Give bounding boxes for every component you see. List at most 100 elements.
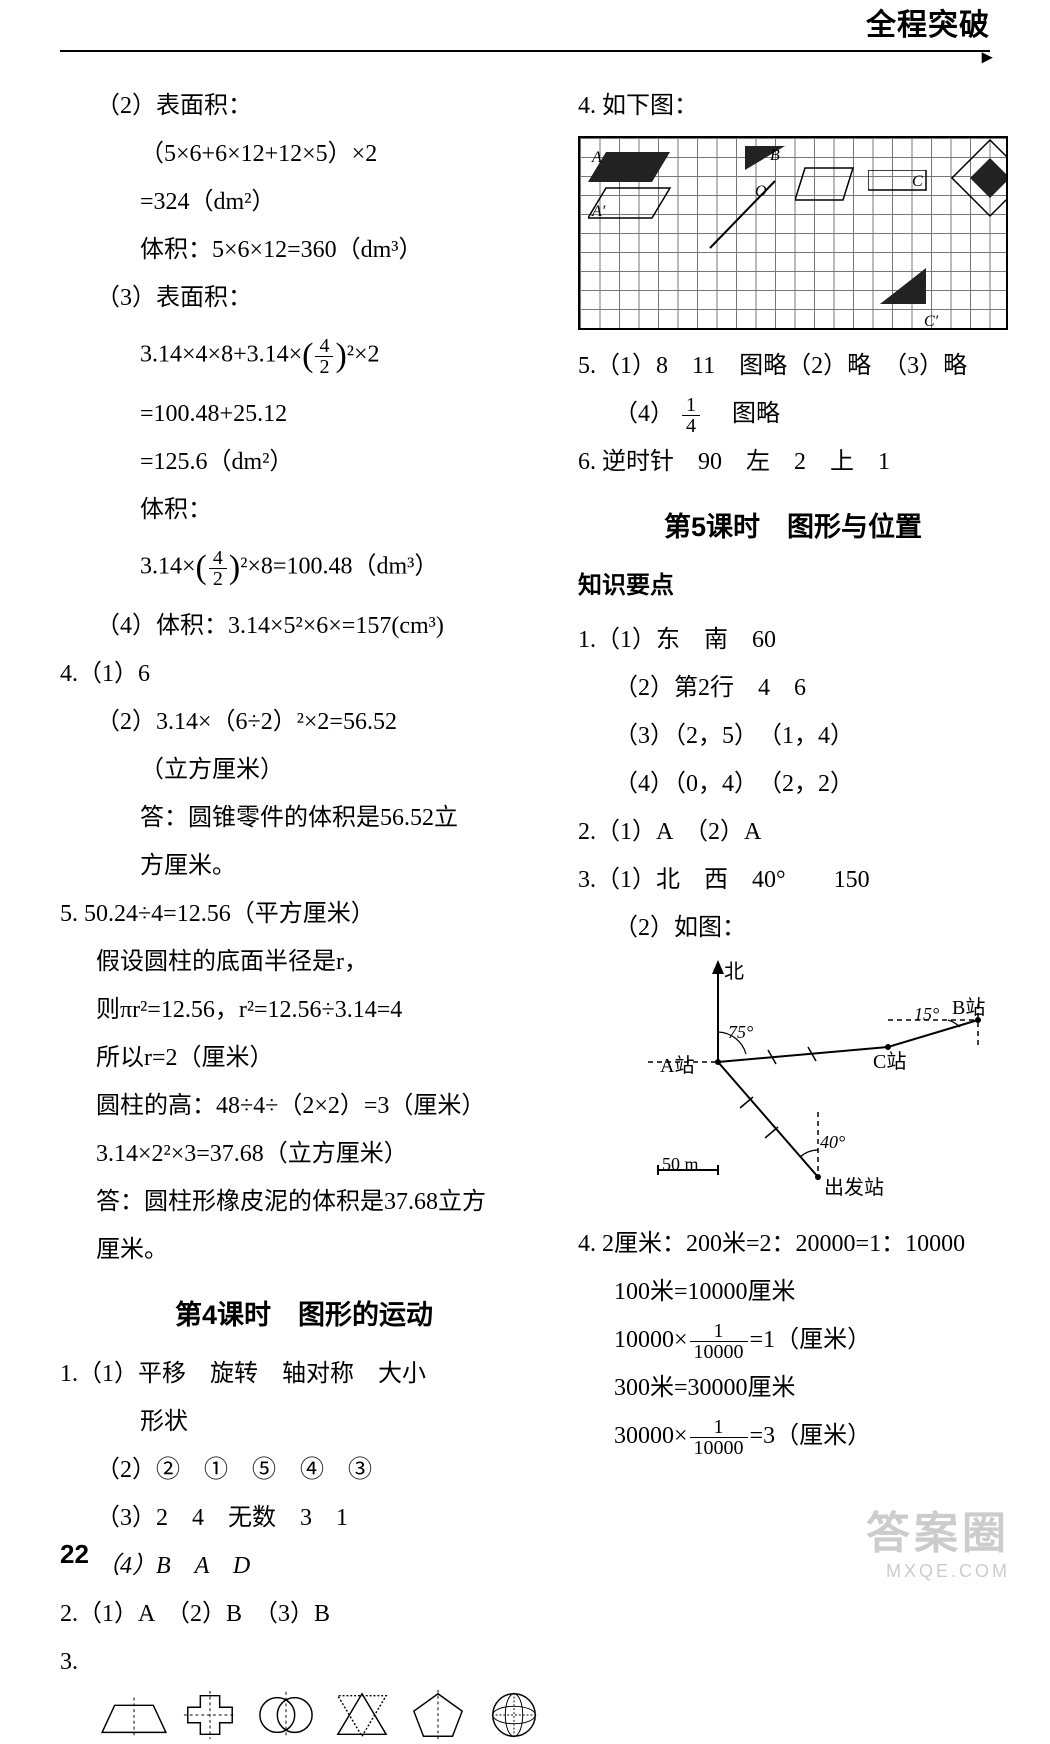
text: 体积：: [60, 486, 548, 534]
text: 3.14×2²×3=37.68（立方厘米）: [60, 1130, 548, 1178]
formula: 3.14×4×8+3.14×(42)²×2: [60, 322, 548, 390]
header-rule: ▸: [60, 50, 990, 52]
diagram-label: C站: [873, 1042, 906, 1082]
trapezoid-icon: [100, 1686, 168, 1744]
section-title: 第4课时 图形的运动: [60, 1288, 548, 1342]
flower-circle-icon: [480, 1686, 548, 1744]
text: （4）体积：3.14×5²×6×=157(cm³): [60, 602, 548, 650]
watermark-big: 答案圈: [866, 1497, 1010, 1561]
symmetry-shapes-row: [60, 1686, 548, 1744]
text: 4.（1）6: [60, 650, 548, 698]
grid-label: A: [592, 142, 602, 174]
diagram-label: 15°: [914, 996, 939, 1032]
text: （4）: [614, 401, 674, 427]
frac-num: 4: [315, 336, 333, 357]
text: 假设圆柱的底面半径是r，: [60, 938, 548, 986]
text: =3（厘米）: [750, 1423, 872, 1449]
left-column: （2）表面积： （5×6+6×12+12×5）×2 =324（dm²） 体积：5…: [60, 82, 548, 1744]
formula: （4） 14 图略: [578, 390, 1008, 438]
frac-num: 4: [209, 548, 227, 569]
text: 30000×: [614, 1423, 688, 1449]
grid-figure: A A′ B O C C′: [578, 136, 1008, 330]
text: （4）（0，4） （2，2）: [578, 760, 1008, 808]
text: 3.（1）北 西 40° 150: [578, 856, 1008, 904]
text: 2.（1）A （2）B （3）B: [60, 1590, 548, 1638]
section-title: 第5课时 图形与位置: [578, 500, 1008, 554]
text: 体积：5×6×12=360（dm³）: [60, 226, 548, 274]
text: =100.48+25.12: [60, 390, 548, 438]
text: ²×8=100.48（dm³）: [240, 554, 438, 580]
pentagon-icon: [404, 1686, 472, 1744]
right-column: 4. 如下图： A A′ B O C: [578, 82, 1008, 1744]
text: 3.: [60, 1638, 548, 1686]
frac-den: 2: [209, 569, 227, 589]
cross-icon: [176, 1686, 244, 1744]
sub-title: 知识要点: [578, 562, 1008, 610]
text: （2）表面积：: [60, 82, 548, 130]
text: 图略: [708, 401, 780, 427]
shape-diamond-d: [950, 138, 1008, 218]
frac-den: 4: [682, 416, 700, 436]
formula: 10000×110000=1（厘米）: [578, 1316, 1008, 1364]
shape-parallelogram-small: [795, 166, 860, 206]
header-arrow-icon: ▸: [982, 44, 992, 69]
frac-num: 1: [690, 1321, 748, 1342]
text: 10000×: [614, 1327, 688, 1353]
header-title: 全程突破: [866, 0, 990, 44]
text: 方厘米。: [60, 842, 548, 890]
text: （3）2 4 无数 3 1: [60, 1494, 548, 1542]
text: 4. 2厘米：200米=2：20000=1：10000: [578, 1220, 1008, 1268]
text: 6. 逆时针 90 左 2 上 1: [578, 438, 1008, 486]
formula: 3.14×(42)²×8=100.48（dm³）: [60, 534, 548, 602]
text: 所以r=2（厘米）: [60, 1034, 548, 1082]
text: （2）3.14×（6÷2）²×2=56.52: [60, 698, 548, 746]
text: 5. 50.24÷4=12.56（平方厘米）: [60, 890, 548, 938]
text: 1.（1）平移 旋转 轴对称 大小: [60, 1350, 548, 1398]
shape-line: [705, 176, 785, 256]
text: （3）（2，5） （1，4）: [578, 712, 1008, 760]
text: （立方厘米）: [60, 746, 548, 794]
watermark-small: MXQE.COM: [866, 1561, 1010, 1582]
text: 则πr²=12.56，r²=12.56÷3.14=4: [60, 986, 548, 1034]
frac-den: 10000: [690, 1438, 748, 1458]
grid-label: C′: [924, 306, 938, 330]
text: =1（厘米）: [750, 1327, 872, 1353]
text: 5.（1）8 11 图略（2）略 （3）略: [578, 342, 1008, 390]
text: 答：圆锥零件的体积是56.52立: [60, 794, 548, 842]
text: 3.14×: [140, 554, 196, 580]
watermark: 答案圈 MXQE.COM: [866, 1497, 1010, 1582]
text: 4. 如下图：: [578, 82, 1008, 130]
text: =125.6（dm²）: [60, 438, 548, 486]
text: 厘米。: [60, 1226, 548, 1274]
text: 1.（1）东 南 60: [578, 616, 1008, 664]
text: =324（dm²）: [60, 178, 548, 226]
frac-num: 1: [682, 395, 700, 416]
formula: 30000×110000=3（厘米）: [578, 1412, 1008, 1460]
page-number: 22: [60, 1539, 89, 1570]
shape-triangle-b: [745, 146, 790, 174]
text: （5×6+6×12+12×5）×2: [60, 130, 548, 178]
frac-den: 10000: [690, 1342, 748, 1362]
shape-triangle-c2: [880, 268, 930, 308]
diagram-label: 40°: [820, 1124, 845, 1160]
direction-diagram: 北 A站 B站 C站 出发站 75° 15° 40° 50 m: [628, 952, 1008, 1212]
diagram-label: 出发站: [824, 1168, 884, 1208]
frac-num: 1: [690, 1417, 748, 1438]
text: （3）表面积：: [60, 274, 548, 322]
text: （2）如图：: [578, 904, 1008, 952]
diagram-label: 50 m: [662, 1146, 699, 1182]
grid-label: B: [770, 140, 780, 172]
text: 形状: [60, 1398, 548, 1446]
diagram-label: 75°: [728, 1014, 753, 1050]
text: 答：圆柱形橡皮泥的体积是37.68立方: [60, 1178, 548, 1226]
grid-label: A′: [592, 196, 605, 228]
text: ²×2: [347, 342, 380, 368]
text: （2）② ① ⑤ ④ ③: [60, 1446, 548, 1494]
frac-den: 2: [315, 357, 333, 377]
two-circles-icon: [252, 1686, 320, 1744]
text: 300米=30000厘米: [578, 1364, 1008, 1412]
text: 2.（1）A （2）A: [578, 808, 1008, 856]
text: 100米=10000厘米: [578, 1268, 1008, 1316]
diagram-label: 北: [724, 952, 744, 992]
text: （4）B A D: [60, 1542, 548, 1590]
